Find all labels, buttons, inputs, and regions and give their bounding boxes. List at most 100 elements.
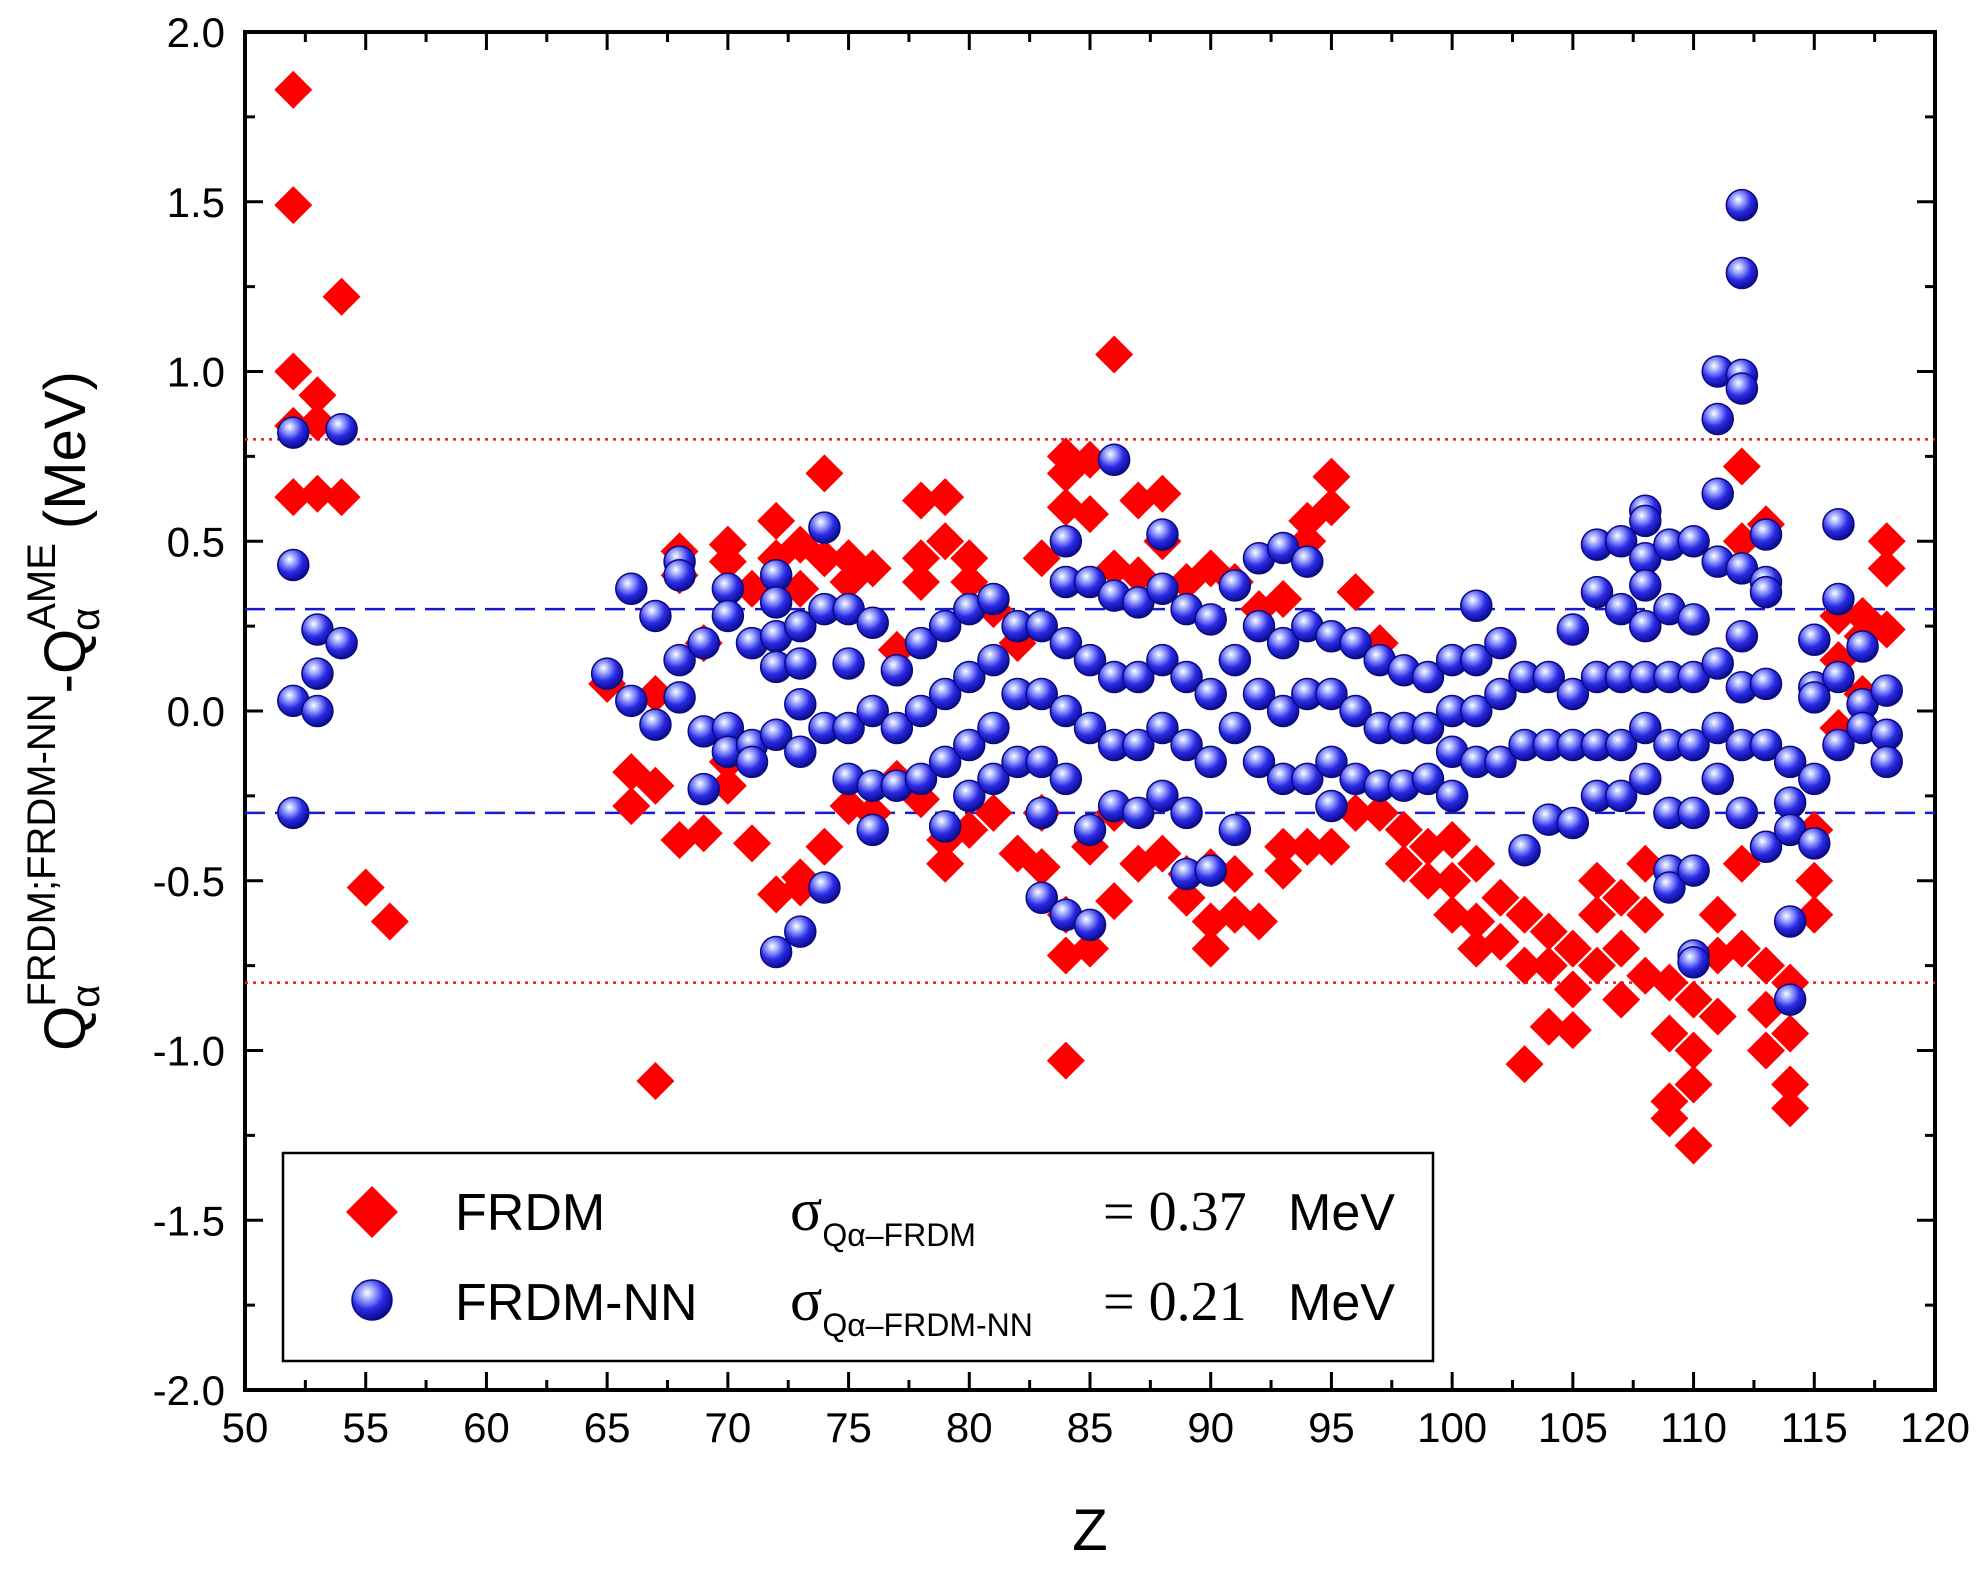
frdm-nn-point (1194, 745, 1227, 779)
frdm-point (298, 474, 337, 513)
frdm-point (1095, 882, 1134, 921)
frdm-point (1867, 610, 1906, 649)
frdm-point (1071, 440, 1109, 479)
frdm-nn-point (1339, 626, 1372, 660)
frdm-point (1674, 1065, 1713, 1104)
frdm-nn-point (1218, 711, 1252, 745)
frdm-nn-point (1339, 694, 1372, 728)
frdm-point (1674, 980, 1713, 1019)
frdm-nn-point (1629, 609, 1662, 643)
x-tick-label: 100 (1417, 1404, 1487, 1451)
y-title-sub2: α (64, 608, 108, 631)
frdm-point (1602, 980, 1641, 1019)
frdm-nn-point (711, 572, 745, 606)
frdm-nn-point (808, 511, 841, 544)
frdm-nn-point (1073, 643, 1107, 677)
frdm-point (370, 902, 409, 941)
frdm-point (1336, 573, 1375, 612)
frdm-nn-point (1773, 983, 1807, 1016)
frdm-nn-point (1146, 643, 1179, 677)
legend-label-frdm: FRDM (455, 1184, 605, 1242)
frdm-nn-point (953, 728, 986, 762)
frdm-point (1143, 834, 1182, 873)
frdm-nn-point (1725, 188, 1759, 222)
x-tick-label: 105 (1538, 1404, 1608, 1451)
frdm-nn-point (1460, 589, 1493, 623)
frdm-nn-point (1122, 660, 1155, 694)
legend-sigma-frdm: σQα–FRDM (790, 1177, 976, 1253)
frdm-point (950, 539, 989, 578)
frdm-point (1578, 861, 1616, 900)
frdm-point (1578, 895, 1616, 934)
x-tick-labels: 50 55 60 65 70 75 80 85 90 95 100 105 110 115 120 (222, 1404, 1970, 1451)
frdm-nn-point (1218, 569, 1252, 602)
frdm-nn-point (1629, 711, 1662, 745)
frdm-point (1529, 946, 1568, 985)
frdm-point (274, 186, 313, 225)
frdm-nn-point (1749, 830, 1783, 864)
frdm-nn-point (1411, 660, 1445, 694)
frdm-nn-point (1604, 525, 1638, 558)
frdm-nn-point (856, 813, 889, 847)
frdm-nn-point (904, 694, 938, 728)
frdm-nn-point (1604, 779, 1638, 813)
frdm-point (1529, 1007, 1568, 1046)
frdm-nn-point (1146, 711, 1179, 745)
frdm-point (1771, 1089, 1810, 1128)
frdm-nn-point (1435, 779, 1469, 813)
frdm-point (274, 352, 313, 391)
y-axis-title: QαFRDM;FRDM-NN-QαAME(MeV) (20, 371, 108, 1051)
frdm-nn-point (325, 412, 358, 446)
frdm-nn-point (1725, 256, 1759, 290)
frdm-point (1312, 488, 1351, 527)
frdm-point (1747, 1031, 1785, 1070)
frdm-nn-point (1701, 477, 1734, 510)
frdm-nn-point (1315, 677, 1348, 711)
x-tick-label: 115 (1781, 1404, 1848, 1451)
frdm-nn-point (1291, 545, 1324, 578)
legend-sigma-symbol-frdm: σ (790, 1177, 822, 1243)
frdm-nn-point (928, 609, 962, 643)
frdm-nn-point (784, 687, 817, 721)
frdm-point (1312, 457, 1351, 496)
frdm-nn-point (759, 586, 793, 619)
frdm-point (805, 539, 844, 578)
frdm-point (1722, 447, 1761, 486)
legend: FRDM σQα–FRDM = 0.37 MeV FRDM-NN σQα–FRD… (281, 1151, 1435, 1363)
frdm-nn-point (1049, 626, 1083, 660)
frdm-point (1698, 895, 1737, 934)
frdm-nn-point (1749, 728, 1783, 762)
frdm-nn-point (1242, 745, 1276, 779)
frdm-point (1505, 946, 1544, 985)
frdm-point (1867, 522, 1906, 561)
frdm-point (708, 542, 747, 581)
frdm-point (926, 478, 965, 517)
frdm-nn-point (1194, 603, 1227, 636)
frdm-nn-point (1266, 626, 1300, 660)
frdm-nn-point (977, 643, 1010, 677)
frdm-nn-point (1097, 443, 1131, 477)
frdm-nn-point (1677, 603, 1710, 636)
frdm-nn-point (1315, 745, 1348, 779)
frdm-nn-point (1073, 813, 1107, 847)
frdm-nn-point (1242, 609, 1276, 643)
frdm-nn-point (1701, 711, 1734, 745)
frdm-point (1481, 922, 1520, 961)
frdm-nn-point (711, 599, 745, 633)
frdm-point (757, 501, 796, 540)
frdm-nn-point (1629, 504, 1662, 538)
frdm-nn-point (1798, 623, 1831, 656)
frdm-nn-point (1870, 718, 1903, 752)
frdm-point (346, 868, 385, 907)
frdm-point (1312, 827, 1351, 866)
x-axis-title: Z (1072, 1498, 1107, 1563)
frdm-nn-point (1677, 728, 1710, 762)
frdm-nn-point (639, 599, 672, 633)
frdm-point (1674, 1031, 1713, 1070)
frdm-nn-point (1822, 508, 1855, 541)
frdm-nn-point (663, 558, 696, 592)
frdm-nn-point (904, 626, 938, 660)
frdm-nn-point (687, 772, 720, 806)
frdm-nn-point (663, 643, 696, 677)
frdm-point (1602, 929, 1641, 968)
